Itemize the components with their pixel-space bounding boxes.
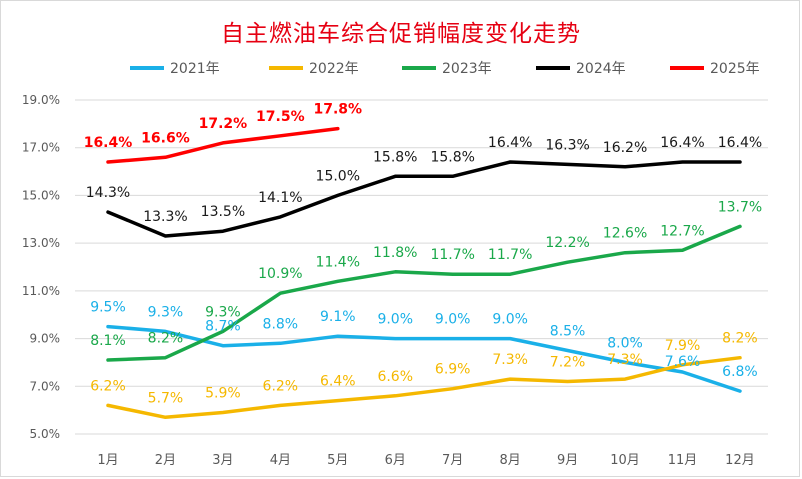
data-label: 6.9% (435, 362, 471, 378)
series-line (106, 160, 742, 238)
x-tick-label: 7月 (442, 453, 463, 468)
data-label: 17.5% (256, 109, 305, 125)
legend-label: 2023年 (442, 61, 492, 77)
x-tick-label: 10月 (610, 453, 640, 468)
y-tick-label: 17.0% (22, 141, 60, 155)
data-label: 6.4% (320, 374, 356, 390)
data-label: 9.0% (435, 312, 471, 328)
data-label: 7.2% (550, 355, 586, 371)
data-label: 16.3% (545, 137, 589, 153)
legend-swatch (269, 66, 303, 70)
data-label: 13.5% (201, 204, 245, 220)
data-label: 8.7% (205, 319, 241, 335)
x-tick-label: 11月 (668, 453, 698, 468)
y-tick-label: 19.0% (22, 93, 60, 107)
y-tick-label: 15.0% (22, 188, 60, 202)
chart-title: 自主燃油车综合促销幅度变化走势 (221, 21, 581, 47)
legend-label: 2024年 (576, 61, 626, 77)
legend-swatch (402, 66, 436, 70)
series-line (106, 324, 742, 393)
data-label: 9.3% (148, 304, 184, 320)
series-line (106, 126, 340, 164)
data-label: 17.8% (314, 102, 363, 118)
x-tick-label: 12月 (725, 453, 755, 468)
data-label: 12.7% (660, 223, 704, 239)
data-label: 12.6% (603, 226, 647, 242)
y-tick-label: 5.0% (30, 427, 61, 441)
data-label: 10.9% (258, 266, 302, 282)
legend: 2021年 2022年 2023年 2024年 2025年 (0, 58, 802, 80)
data-label: 6.6% (377, 369, 413, 385)
data-label: 8.5% (550, 324, 586, 340)
data-label: 9.0% (377, 312, 413, 328)
data-label: 16.6% (141, 130, 190, 146)
legend-item: 2023年 (402, 58, 492, 78)
y-tick-label: 11.0% (22, 284, 60, 298)
data-label: 6.2% (263, 378, 299, 394)
data-label: 12.2% (545, 235, 589, 251)
data-label: 8.2% (148, 331, 184, 347)
data-label: 7.3% (607, 352, 643, 368)
legend-item: 2022年 (269, 58, 359, 78)
data-label: 13.7% (718, 199, 762, 215)
data-label: 6.8% (722, 364, 758, 380)
series-line (106, 355, 742, 420)
series-line (106, 224, 742, 362)
data-label: 11.7% (430, 247, 474, 263)
data-label: 16.4% (718, 135, 762, 151)
data-label: 16.2% (603, 140, 647, 156)
data-label: 7.6% (665, 354, 701, 370)
data-label: 14.3% (86, 185, 130, 201)
data-label: 17.2% (199, 116, 248, 132)
y-tick-label: 9.0% (30, 332, 61, 346)
x-tick-label: 3月 (212, 453, 233, 468)
data-label: 16.4% (660, 135, 704, 151)
data-label: 15.8% (430, 149, 474, 165)
data-label: 11.4% (316, 254, 360, 270)
data-label: 16.4% (488, 135, 532, 151)
x-tick-label: 1月 (97, 453, 118, 468)
y-tick-label: 7.0% (30, 379, 61, 393)
data-label: 9.1% (320, 309, 356, 325)
data-label: 5.9% (205, 386, 241, 402)
legend-label: 2022年 (309, 61, 359, 77)
y-tick-label: 13.0% (22, 236, 60, 250)
data-label: 15.8% (373, 149, 417, 165)
legend-swatch (130, 66, 164, 70)
data-label: 11.7% (488, 247, 532, 263)
data-label: 7.3% (492, 352, 528, 368)
x-tick-label: 2月 (155, 453, 176, 468)
data-label: 13.3% (143, 209, 187, 225)
legend-item: 2024年 (536, 58, 626, 78)
legend-swatch (670, 66, 704, 70)
data-label: 9.0% (492, 312, 528, 328)
data-label: 8.2% (722, 331, 758, 347)
data-label: 7.9% (665, 338, 701, 354)
legend-label: 2021年 (170, 61, 220, 77)
data-label: 5.7% (148, 390, 184, 406)
legend-item: 2025年 (670, 58, 760, 78)
x-tick-label: 5月 (327, 453, 348, 468)
x-tick-label: 9月 (557, 453, 578, 468)
legend-label: 2025年 (710, 61, 760, 77)
data-label: 8.8% (263, 316, 299, 332)
data-label: 8.1% (90, 333, 126, 349)
x-tick-label: 6月 (385, 453, 406, 468)
data-label: 9.5% (90, 300, 126, 316)
x-tick-label: 4月 (270, 453, 291, 468)
data-label: 15.0% (316, 168, 360, 184)
data-label: 14.1% (258, 190, 302, 206)
data-label: 11.8% (373, 245, 417, 261)
legend-item: 2021年 (130, 58, 220, 78)
legend-swatch (536, 66, 570, 70)
data-label: 6.2% (90, 378, 126, 394)
data-label: 16.4% (84, 135, 133, 151)
x-tick-label: 8月 (500, 453, 521, 468)
data-label: 8.0% (607, 335, 643, 351)
data-label: 9.3% (205, 304, 241, 320)
